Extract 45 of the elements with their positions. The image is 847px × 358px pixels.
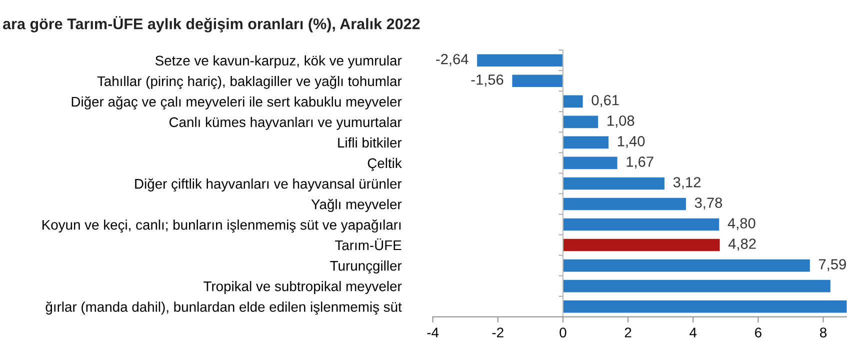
data-label: -2,64 bbox=[436, 54, 468, 66]
y-tick-label: ğırlar (manda dahil), bunlardan elde edilen işlenmemiş süt bbox=[46, 301, 402, 315]
bar bbox=[512, 74, 563, 88]
text: ara göre Tarım-ÜFE aylık değişim oranları (%), Aralık 2022 bbox=[2, 16, 420, 32]
bar bbox=[562, 156, 618, 170]
data-label: 1,40 bbox=[618, 136, 645, 148]
x-tick-label: 2 bbox=[624, 328, 632, 338]
bar bbox=[562, 238, 720, 252]
y-tick-label: Turunçgiller bbox=[330, 260, 402, 274]
bar bbox=[562, 95, 583, 108]
data-label: 1,67 bbox=[626, 156, 654, 169]
bar bbox=[562, 177, 664, 190]
bar bbox=[562, 259, 810, 272]
x-tick-label: 6 bbox=[755, 328, 762, 338]
x-tick-label: -2 bbox=[492, 328, 504, 338]
bar bbox=[562, 300, 847, 313]
bar bbox=[562, 280, 830, 292]
data-label: 0,61 bbox=[592, 95, 619, 108]
y-tick-label: Tarım-ÜFE bbox=[335, 238, 402, 250]
y-tick-label: Diğer çiftlik hayvanları ve hayvansal ürünler bbox=[135, 178, 402, 192]
data-label: 1,08 bbox=[608, 116, 634, 128]
y-tick-label: Koyun ve keçi, canlı; bunların işlenmemiş süt ve yapağıları bbox=[42, 219, 401, 233]
y-tick-label: Yağlı meyveler bbox=[311, 198, 402, 212]
x-tick-label: 0 bbox=[560, 328, 566, 338]
x-tick-label: -4 bbox=[427, 328, 439, 338]
bar bbox=[477, 54, 563, 67]
y-tick-label: Lifli bitkiler bbox=[338, 137, 402, 148]
y-tick-label: Tropikal ve subtropikal meyveler bbox=[204, 281, 402, 294]
data-label: 3,12 bbox=[673, 177, 700, 190]
bar bbox=[562, 198, 686, 210]
y-tick-label: Çeltik bbox=[368, 158, 402, 171]
bar bbox=[562, 218, 720, 231]
x-tick-label: 4 bbox=[690, 328, 697, 338]
x-tick-label: 8 bbox=[820, 328, 827, 338]
bar bbox=[562, 116, 598, 128]
data-label: -1,56 bbox=[471, 74, 504, 87]
data-label: 4,80 bbox=[728, 218, 756, 230]
y-tick-label: Tahıllar (pirinç hariç), baklagiller ve yağlı tohumlar bbox=[97, 76, 402, 89]
y-tick-label: Canlı kümes hayvanları ve yumurtalar bbox=[169, 116, 402, 130]
data-label: 7,59 bbox=[818, 259, 846, 272]
y-tick-label: Setze ve kavun-karpuz, kök ve yumrular bbox=[155, 55, 402, 68]
y-tick-label: Diğer ağaç ve çalı meyveleri ile sert kabuklu meyveler bbox=[72, 96, 402, 110]
data-label: 4,82 bbox=[728, 238, 756, 251]
data-label: 3,78 bbox=[694, 198, 722, 210]
bar bbox=[562, 136, 609, 149]
